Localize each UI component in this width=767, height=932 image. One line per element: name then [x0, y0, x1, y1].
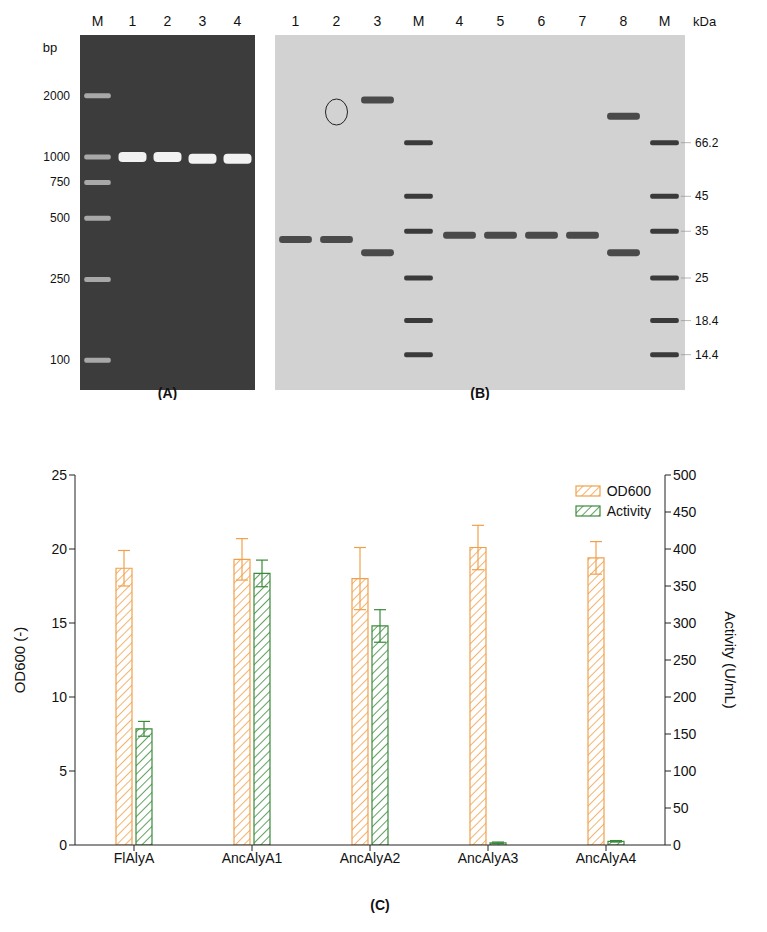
- svg-text:8: 8: [620, 13, 628, 29]
- svg-text:350: 350: [673, 578, 697, 594]
- svg-text:100: 100: [50, 353, 70, 367]
- svg-text:7: 7: [579, 13, 587, 29]
- svg-text:250: 250: [50, 272, 70, 286]
- svg-text:2: 2: [164, 13, 172, 29]
- svg-text:200: 200: [673, 689, 697, 705]
- svg-text:20: 20: [51, 541, 67, 557]
- svg-text:(B): (B): [470, 385, 489, 400]
- svg-text:AncAlyA4: AncAlyA4: [576, 850, 637, 866]
- svg-text:400: 400: [673, 541, 697, 557]
- svg-text:0: 0: [673, 837, 681, 853]
- svg-text:35: 35: [695, 224, 709, 238]
- svg-text:500: 500: [673, 467, 697, 483]
- svg-text:M: M: [413, 13, 425, 29]
- svg-text:Activity (U/mL): Activity (U/mL): [722, 611, 739, 709]
- html-text:(C): (C): [370, 897, 390, 913]
- svg-text:1: 1: [292, 13, 300, 29]
- html-text:Activity: Activity: [606, 503, 651, 519]
- svg-text:4: 4: [234, 13, 242, 29]
- svg-text:10: 10: [51, 689, 67, 705]
- svg-text:450: 450: [673, 504, 697, 520]
- html-text:OD600: OD600: [606, 483, 651, 499]
- svg-text:AncAlyA3: AncAlyA3: [458, 850, 519, 866]
- svg-text:FlAlyA: FlAlyA: [114, 850, 155, 866]
- svg-text:250: 250: [673, 652, 697, 668]
- svg-text:25: 25: [695, 271, 709, 285]
- svg-text:750: 750: [50, 175, 70, 189]
- svg-text:OD600 (-): OD600 (-): [11, 627, 28, 694]
- svg-text:4: 4: [456, 13, 464, 29]
- svg-text:45: 45: [695, 189, 709, 203]
- svg-text:M: M: [659, 13, 671, 29]
- svg-text:150: 150: [673, 726, 697, 742]
- svg-text:50: 50: [673, 800, 689, 816]
- svg-text:14.4: 14.4: [695, 348, 719, 362]
- svg-text:66.2: 66.2: [695, 136, 719, 150]
- svg-text:bp: bp: [43, 40, 57, 55]
- svg-text:M: M: [92, 13, 104, 29]
- svg-text:300: 300: [673, 615, 697, 631]
- svg-text:AncAlyA2: AncAlyA2: [340, 850, 401, 866]
- svg-text:18.4: 18.4: [695, 314, 719, 328]
- svg-text:3: 3: [199, 13, 207, 29]
- svg-text:25: 25: [51, 467, 67, 483]
- svg-text:0: 0: [59, 837, 67, 853]
- svg-text:15: 15: [51, 615, 67, 631]
- svg-text:100: 100: [673, 763, 697, 779]
- svg-text:5: 5: [59, 763, 67, 779]
- svg-text:6: 6: [538, 13, 546, 29]
- svg-text:5: 5: [497, 13, 505, 29]
- svg-text:3: 3: [374, 13, 382, 29]
- svg-text:(A): (A): [158, 385, 177, 400]
- svg-text:500: 500: [50, 211, 70, 225]
- svg-text:kDa: kDa: [693, 14, 717, 29]
- svg-text:1000: 1000: [43, 150, 70, 164]
- svg-text:2000: 2000: [43, 89, 70, 103]
- svg-text:2: 2: [333, 13, 341, 29]
- svg-text:AncAlyA1: AncAlyA1: [222, 850, 283, 866]
- svg-text:1: 1: [129, 13, 137, 29]
